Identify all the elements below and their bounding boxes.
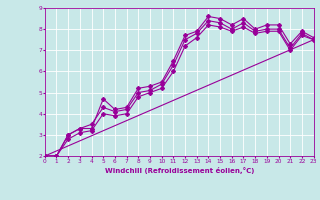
- X-axis label: Windchill (Refroidissement éolien,°C): Windchill (Refroidissement éolien,°C): [105, 167, 254, 174]
